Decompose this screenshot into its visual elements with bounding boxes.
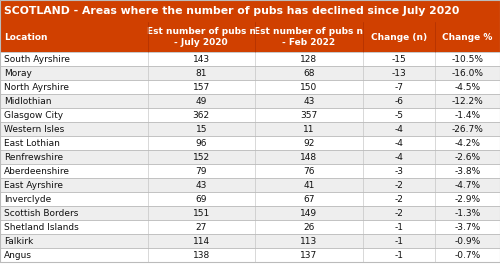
Text: 157: 157: [192, 82, 210, 92]
Text: -4: -4: [394, 138, 403, 147]
Text: 69: 69: [196, 195, 207, 204]
Text: Western Isles: Western Isles: [4, 124, 64, 133]
Text: Renfrewshire: Renfrewshire: [4, 153, 63, 161]
Bar: [0, 136, 500, 150]
Text: -16.0%: -16.0%: [452, 68, 484, 78]
Text: -15: -15: [392, 55, 406, 64]
Text: 92: 92: [303, 138, 314, 147]
Text: -2.6%: -2.6%: [454, 153, 480, 161]
Text: Aberdeenshire: Aberdeenshire: [4, 167, 70, 176]
Text: -26.7%: -26.7%: [452, 124, 484, 133]
Text: Est number of pubs n
- July 2020: Est number of pubs n - July 2020: [147, 27, 256, 47]
Text: -1: -1: [394, 222, 403, 232]
Text: -4.5%: -4.5%: [454, 82, 480, 92]
Bar: [0, 94, 500, 108]
Text: Change %: Change %: [442, 33, 492, 41]
Text: -1: -1: [394, 236, 403, 246]
Text: South Ayrshire: South Ayrshire: [4, 55, 70, 64]
Text: 26: 26: [303, 222, 314, 232]
Bar: [0, 52, 500, 66]
Text: East Lothian: East Lothian: [4, 138, 60, 147]
Text: 152: 152: [192, 153, 210, 161]
Text: -3: -3: [394, 167, 403, 176]
Text: -4.2%: -4.2%: [454, 138, 480, 147]
Text: Scottish Borders: Scottish Borders: [4, 209, 78, 218]
Text: -10.5%: -10.5%: [452, 55, 484, 64]
Bar: [0, 178, 500, 192]
Text: -1.3%: -1.3%: [454, 209, 480, 218]
Bar: [0, 80, 500, 94]
Text: 43: 43: [303, 96, 314, 105]
Text: -13: -13: [392, 68, 406, 78]
Text: SCOTLAND - Areas where the number of pubs has declined since July 2020: SCOTLAND - Areas where the number of pub…: [4, 6, 460, 16]
Bar: [0, 108, 500, 122]
Bar: [0, 192, 500, 206]
Text: 81: 81: [196, 68, 207, 78]
Text: 137: 137: [300, 250, 318, 259]
Text: -3.7%: -3.7%: [454, 222, 480, 232]
Text: Falkirk: Falkirk: [4, 236, 33, 246]
Text: Change (n): Change (n): [370, 33, 427, 41]
Text: 128: 128: [300, 55, 318, 64]
Text: -1.4%: -1.4%: [454, 110, 480, 119]
Text: -2: -2: [394, 181, 403, 190]
Bar: [0, 22, 500, 52]
Text: 41: 41: [303, 181, 314, 190]
Text: -4: -4: [394, 124, 403, 133]
Text: North Ayrshire: North Ayrshire: [4, 82, 69, 92]
Bar: [0, 150, 500, 164]
Text: 138: 138: [192, 250, 210, 259]
Text: -6: -6: [394, 96, 403, 105]
Text: -3.8%: -3.8%: [454, 167, 480, 176]
Text: 150: 150: [300, 82, 318, 92]
Text: -2.9%: -2.9%: [454, 195, 480, 204]
Bar: [0, 206, 500, 220]
Text: -5: -5: [394, 110, 403, 119]
Text: -2: -2: [394, 209, 403, 218]
Text: 11: 11: [303, 124, 314, 133]
Text: Shetland Islands: Shetland Islands: [4, 222, 79, 232]
Bar: [0, 220, 500, 234]
Text: 43: 43: [196, 181, 207, 190]
Text: East Ayrshire: East Ayrshire: [4, 181, 63, 190]
Text: 79: 79: [196, 167, 207, 176]
Text: 149: 149: [300, 209, 318, 218]
Text: 113: 113: [300, 236, 318, 246]
Bar: [0, 122, 500, 136]
Text: -0.9%: -0.9%: [454, 236, 480, 246]
Text: 49: 49: [196, 96, 207, 105]
Text: -4: -4: [394, 153, 403, 161]
Bar: [0, 0, 500, 22]
Text: Inverclyde: Inverclyde: [4, 195, 52, 204]
Text: 362: 362: [192, 110, 210, 119]
Text: Glasgow City: Glasgow City: [4, 110, 63, 119]
Text: -0.7%: -0.7%: [454, 250, 480, 259]
Bar: [0, 234, 500, 248]
Text: 76: 76: [303, 167, 314, 176]
Bar: [0, 248, 500, 262]
Text: Est number of pubs n
- Feb 2022: Est number of pubs n - Feb 2022: [254, 27, 363, 47]
Text: Location: Location: [4, 33, 48, 41]
Text: -1: -1: [394, 250, 403, 259]
Text: 27: 27: [196, 222, 207, 232]
Text: 67: 67: [303, 195, 314, 204]
Text: 96: 96: [196, 138, 207, 147]
Text: -7: -7: [394, 82, 403, 92]
Text: -4.7%: -4.7%: [454, 181, 480, 190]
Text: 148: 148: [300, 153, 318, 161]
Text: 357: 357: [300, 110, 318, 119]
Text: 143: 143: [192, 55, 210, 64]
Text: Angus: Angus: [4, 250, 32, 259]
Text: -2: -2: [394, 195, 403, 204]
Text: -12.2%: -12.2%: [452, 96, 484, 105]
Text: 151: 151: [192, 209, 210, 218]
Text: 68: 68: [303, 68, 314, 78]
Text: 15: 15: [196, 124, 207, 133]
Text: Moray: Moray: [4, 68, 32, 78]
Text: Midlothian: Midlothian: [4, 96, 52, 105]
Bar: [0, 164, 500, 178]
Bar: [0, 66, 500, 80]
Text: 114: 114: [192, 236, 210, 246]
